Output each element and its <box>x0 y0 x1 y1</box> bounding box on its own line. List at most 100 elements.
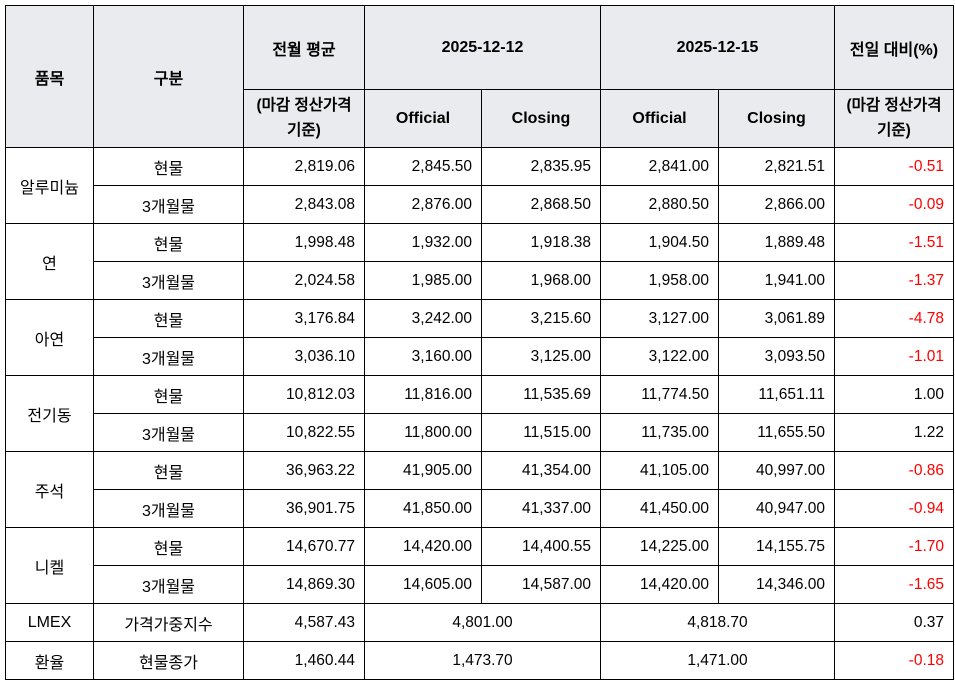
closing1-value: 11,535.69 <box>481 375 601 414</box>
closing2-value: 11,655.50 <box>718 413 835 452</box>
category-cell: 3개월물 <box>93 261 244 300</box>
header-row-sub: (마감 정산가격 기준) Official Closing Official C… <box>6 89 954 148</box>
category-cell: 3개월물 <box>93 489 244 528</box>
col-header-closing-2: Closing <box>718 89 835 148</box>
closing2-value: 40,997.00 <box>718 451 835 490</box>
col-header-date2: 2025-12-15 <box>600 5 835 90</box>
prev-month-value: 14,670.77 <box>243 527 365 566</box>
prev-month-value: 10,812.03 <box>243 375 365 414</box>
lme-price-table: 품목 구분 전월 평균 2025-12-12 2025-12-15 전일 대비(… <box>5 5 954 680</box>
change-value: -0.18 <box>834 641 954 680</box>
change-value: 0.37 <box>834 603 954 642</box>
closing1-value: 2,868.50 <box>481 185 601 224</box>
official2-value: 11,774.50 <box>600 375 719 414</box>
official2-value: 3,122.00 <box>600 337 719 376</box>
closing2-value: 3,061.89 <box>718 299 835 338</box>
col-header-day-over-day: 전일 대비(%) <box>834 5 954 90</box>
category-cell: 가격가중지수 <box>93 603 244 642</box>
official1-value: 41,905.00 <box>364 451 482 490</box>
table-row: 3개월물 2,843.08 2,876.00 2,868.50 2,880.50… <box>6 185 954 224</box>
col-header-date1: 2025-12-12 <box>364 5 601 90</box>
table-row: 니켈 현물 14,670.77 14,420.00 14,400.55 14,2… <box>5 527 954 604</box>
official1-value: 11,800.00 <box>364 413 482 452</box>
prev-month-value: 2,024.58 <box>243 261 365 300</box>
closing1-value: 2,835.95 <box>481 147 601 186</box>
col-header-category: 구분 <box>93 5 244 148</box>
category-cell: 현물 <box>93 147 244 186</box>
official1-value: 41,850.00 <box>364 489 482 528</box>
col-header-item: 품목 <box>5 5 94 148</box>
closing2-value: 14,346.00 <box>718 565 835 604</box>
prev-month-value: 10,822.55 <box>243 413 365 452</box>
change-value: -1.01 <box>834 337 954 376</box>
col-header-day-over-day-sub: (마감 정산가격 기준) <box>834 89 954 148</box>
official1-value: 14,605.00 <box>364 565 482 604</box>
closing2-value: 40,947.00 <box>718 489 835 528</box>
official1-value: 3,242.00 <box>364 299 482 338</box>
closing1-value: 1,918.38 <box>481 223 601 262</box>
closing2-value: 3,093.50 <box>718 337 835 376</box>
official2-value: 41,105.00 <box>600 451 719 490</box>
closing2-value: 2,866.00 <box>718 185 835 224</box>
table-row: 전기동 현물 10,812.03 11,816.00 11,535.69 11,… <box>5 375 954 452</box>
table-row: 아연 현물 3,176.84 3,242.00 3,215.60 3,127.0… <box>5 299 954 376</box>
official1-value: 11,816.00 <box>364 375 482 414</box>
change-value: 1.22 <box>834 413 954 452</box>
table-row: 3개월물 3,036.10 3,160.00 3,125.00 3,122.00… <box>6 337 954 376</box>
change-value: -1.65 <box>834 565 954 604</box>
official2-value: 14,420.00 <box>600 565 719 604</box>
table-row: 주석 현물 36,963.22 41,905.00 41,354.00 41,1… <box>5 451 954 528</box>
col-header-official-1: Official <box>364 89 482 148</box>
table-row: LMEX 가격가중지수 4,587.43 4,801.00 4,818.70 0… <box>5 603 954 642</box>
closing1-value: 41,337.00 <box>481 489 601 528</box>
col-header-closing-1: Closing <box>481 89 601 148</box>
item-name-lmex: LMEX <box>5 603 94 642</box>
closing1-value: 14,587.00 <box>481 565 601 604</box>
change-value: -0.09 <box>834 185 954 224</box>
closing2-value: 1,889.48 <box>718 223 835 262</box>
table-row: 연 현물 1,998.48 1,932.00 1,918.38 1,904.50… <box>5 223 954 300</box>
table-body: 알루미늄 현물 2,819.06 2,845.50 2,835.95 2,841… <box>5 147 954 680</box>
change-value: -1.51 <box>834 223 954 262</box>
closing1-value: 1,968.00 <box>481 261 601 300</box>
change-value: -0.94 <box>834 489 954 528</box>
category-cell: 현물 <box>93 299 244 338</box>
category-cell: 현물 <box>93 375 244 414</box>
table-row: 3개월물 36,901.75 41,850.00 41,337.00 41,45… <box>6 489 954 528</box>
prev-month-value: 2,819.06 <box>243 147 365 186</box>
table-row: 3개월물 10,822.55 11,800.00 11,515.00 11,73… <box>6 413 954 452</box>
col-header-prev-month: 전월 평균 <box>243 5 365 90</box>
category-cell: 3개월물 <box>93 413 244 452</box>
item-name-tin: 주석 <box>5 451 94 528</box>
closing2-value: 11,651.11 <box>718 375 835 414</box>
prev-month-value: 36,901.75 <box>243 489 365 528</box>
closing2-value: 14,155.75 <box>718 527 835 566</box>
category-cell: 현물 <box>93 527 244 566</box>
date1-merged-value: 4,801.00 <box>364 603 601 642</box>
official2-value: 2,880.50 <box>600 185 719 224</box>
change-value: -1.37 <box>834 261 954 300</box>
category-cell: 3개월물 <box>93 185 244 224</box>
closing1-value: 14,400.55 <box>481 527 601 566</box>
category-cell: 현물 <box>93 451 244 490</box>
item-name-aluminum: 알루미늄 <box>5 147 94 224</box>
prev-month-value: 4,587.43 <box>243 603 365 642</box>
category-cell: 현물 <box>93 223 244 262</box>
prev-month-value: 14,869.30 <box>243 565 365 604</box>
closing1-value: 3,215.60 <box>481 299 601 338</box>
item-name-zinc: 아연 <box>5 299 94 376</box>
official2-value: 1,958.00 <box>600 261 719 300</box>
category-cell: 3개월물 <box>93 337 244 376</box>
official1-value: 2,876.00 <box>364 185 482 224</box>
prev-month-value: 3,036.10 <box>243 337 365 376</box>
official1-value: 1,985.00 <box>364 261 482 300</box>
prev-month-value: 36,963.22 <box>243 451 365 490</box>
closing1-value: 3,125.00 <box>481 337 601 376</box>
item-name-nickel: 니켈 <box>5 527 94 604</box>
official1-value: 3,160.00 <box>364 337 482 376</box>
official2-value: 14,225.00 <box>600 527 719 566</box>
official2-value: 11,735.00 <box>600 413 719 452</box>
prev-month-value: 3,176.84 <box>243 299 365 338</box>
change-value: -4.78 <box>834 299 954 338</box>
